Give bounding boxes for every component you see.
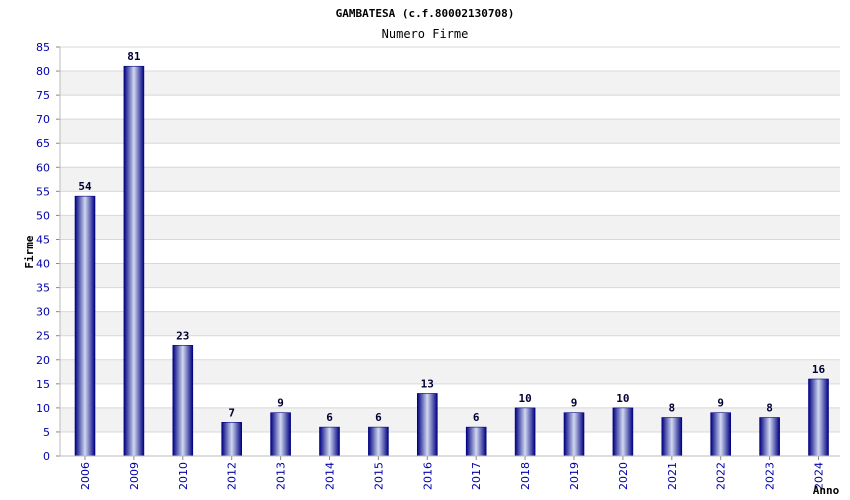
y-tick-label: 15: [36, 378, 50, 391]
bar-2018: [514, 407, 536, 457]
x-axis-ticks: 2006 2009 2010 2012 2013 2014 2015 2016 2017 2018…: [79, 456, 826, 490]
bar-2024: [808, 378, 829, 457]
y-axis-label: Firme: [23, 235, 36, 268]
bar-2013: [270, 412, 291, 457]
bar-2021: [661, 417, 683, 457]
data-label-2010: 23: [176, 329, 189, 342]
data-label-2014: 6: [326, 411, 333, 424]
x-tick-label-2010: 2010: [177, 462, 190, 490]
grid-band: [60, 263, 840, 288]
bar-2006: [74, 195, 96, 457]
bar-2017: [465, 426, 487, 457]
bar-2023: [759, 417, 780, 457]
grid-bands: [60, 71, 840, 432]
bar-2014: [319, 426, 340, 457]
data-label-2017: 6: [473, 411, 480, 424]
data-label-2024: 16: [812, 363, 826, 376]
y-tick-label: 35: [36, 282, 50, 295]
grid-band: [60, 311, 840, 336]
x-tick-label-2019: 2019: [568, 462, 581, 490]
data-label-2015: 6: [375, 411, 382, 424]
y-tick-label: 40: [36, 258, 50, 271]
bar-2022: [710, 412, 732, 457]
data-label-2018: 10: [518, 392, 531, 405]
bar-2015: [368, 426, 389, 457]
data-label-2019: 9: [571, 397, 578, 410]
y-tick-label: 85: [36, 41, 50, 54]
y-tick-label: 5: [43, 426, 50, 439]
x-tick-label-2012: 2012: [226, 462, 239, 490]
y-tick-label: 60: [36, 161, 50, 174]
y-tick-label: 10: [36, 402, 50, 415]
x-tick-label-2015: 2015: [372, 462, 385, 490]
y-axis-ticks: 0 5 10 15 20 25 30 35 40 45 50 55 60 65 70 75 80 85: [36, 41, 60, 463]
y-tick-label: 50: [36, 209, 50, 222]
data-label-2016: 13: [421, 377, 434, 390]
data-label-2021: 8: [668, 402, 675, 415]
y-tick-label: 80: [36, 65, 50, 78]
grid-band: [60, 215, 840, 240]
y-tick-label: 20: [36, 354, 50, 367]
x-tick-label-2018: 2018: [519, 462, 532, 490]
grid-band: [60, 71, 840, 96]
chart-subtitle: Numero Firme: [382, 27, 469, 41]
bar-2020: [612, 407, 634, 457]
x-tick-label-2020: 2020: [617, 462, 630, 490]
data-label-2013: 9: [277, 397, 284, 410]
y-tick-label: 0: [43, 450, 50, 463]
y-tick-label: 30: [36, 306, 50, 319]
x-tick-label-2023: 2023: [764, 462, 777, 490]
grid-band: [60, 119, 840, 144]
x-axis-label: Anno: [813, 484, 840, 497]
data-label-2020: 10: [616, 392, 629, 405]
data-label-2022: 9: [717, 397, 724, 410]
bar-2009: [123, 65, 145, 457]
x-tick-label-2024: 2024: [813, 462, 826, 490]
x-tick-label-2022: 2022: [715, 462, 728, 490]
grid-band: [60, 167, 840, 192]
x-tick-label-2014: 2014: [324, 462, 337, 490]
x-tick-label-2017: 2017: [470, 462, 483, 490]
x-tick-label-2021: 2021: [666, 462, 679, 490]
x-tick-label-2013: 2013: [275, 462, 288, 490]
bar-2012: [221, 422, 242, 457]
y-tick-label: 70: [36, 113, 50, 126]
bar-2010: [172, 345, 194, 457]
x-tick-label-2016: 2016: [421, 462, 434, 490]
data-label-2012: 7: [228, 406, 235, 419]
bar-2016: [416, 393, 438, 457]
bar-2019: [563, 412, 585, 457]
y-tick-label: 65: [36, 137, 50, 150]
y-tick-label: 25: [36, 330, 50, 343]
x-tick-label-2009: 2009: [128, 462, 141, 490]
data-label-2006: 54: [78, 180, 92, 193]
data-labels: 54 81 23 7 9 6 6 13 6 10 9 10 8 9 8 16: [78, 50, 825, 424]
chart-title: GAMBATESA (c.f.80002130708): [336, 7, 515, 20]
y-tick-label: 55: [36, 185, 50, 198]
bars: [74, 65, 829, 457]
y-tick-label: 75: [36, 89, 50, 102]
data-label-2023: 8: [766, 402, 773, 415]
y-tick-label: 45: [36, 233, 50, 246]
x-tick-label-2006: 2006: [79, 462, 92, 490]
data-label-2009: 81: [127, 50, 141, 63]
